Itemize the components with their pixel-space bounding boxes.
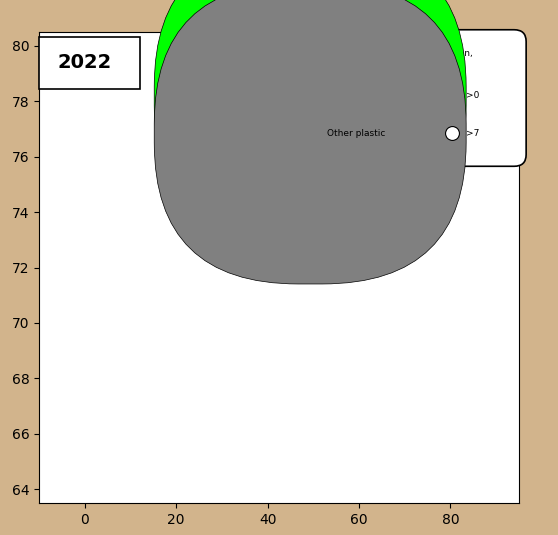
FancyBboxPatch shape xyxy=(39,37,140,89)
FancyBboxPatch shape xyxy=(277,30,526,166)
FancyBboxPatch shape xyxy=(154,0,466,246)
Text: Other plastic: Other plastic xyxy=(327,129,386,138)
Text: Plastic litter visual observation,
cubic meters: Plastic litter visual observation, cubic… xyxy=(330,49,473,68)
Text: 2022: 2022 xyxy=(57,53,112,72)
Text: >0: >0 xyxy=(466,91,479,100)
Text: >7: >7 xyxy=(466,129,479,138)
Text: Fishery plastic: Fishery plastic xyxy=(327,91,392,100)
FancyBboxPatch shape xyxy=(154,0,466,284)
